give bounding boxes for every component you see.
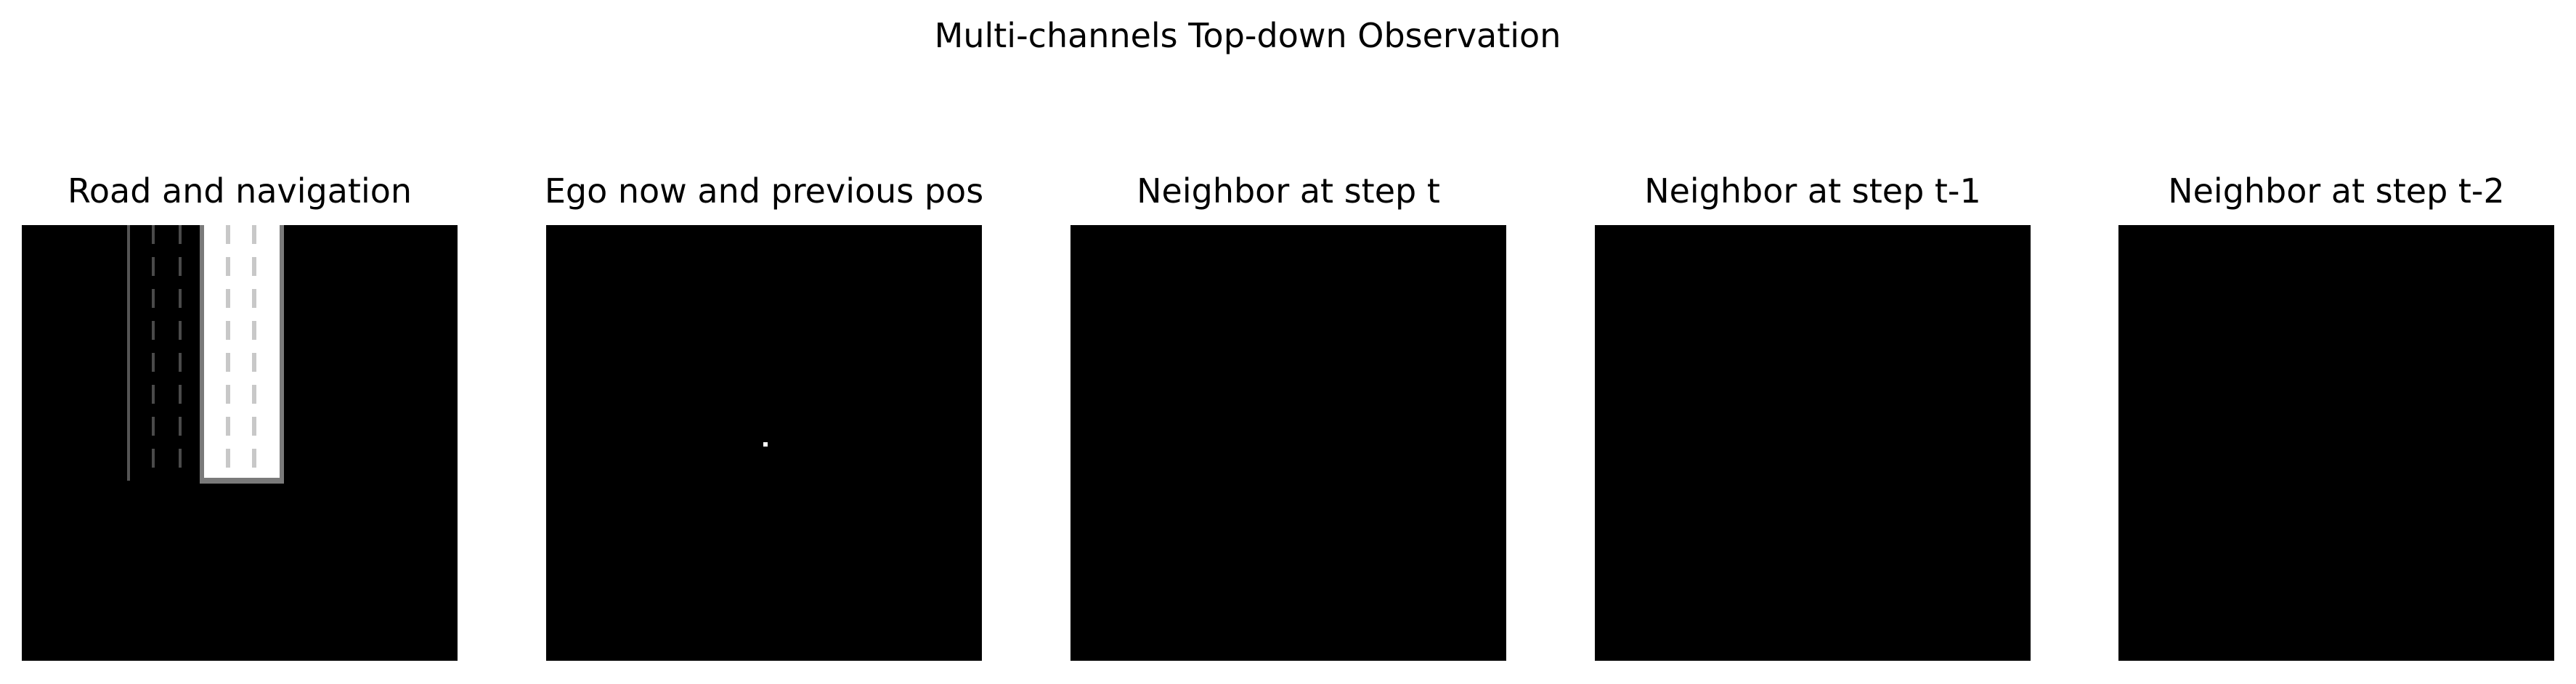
neighbor-step-t-2-channel [2118, 225, 2554, 661]
neighbor-step-t-1-channel [1595, 225, 2031, 661]
road-edge-line [127, 225, 130, 481]
navigation-band [203, 225, 280, 481]
navigation-band-edge [280, 225, 284, 484]
figure-title: Multi-channels Top-down Observation [934, 16, 1561, 55]
navigation-band-edge [200, 225, 204, 484]
panel-title: Neighbor at step t [1137, 171, 1440, 211]
panel-title: Road and navigation [67, 171, 413, 211]
navigation-band-bottom [200, 478, 284, 484]
ego-position-channel [546, 225, 982, 661]
ego-marker [763, 442, 768, 447]
panel-title: Neighbor at step t-1 [1644, 171, 1981, 211]
panel-title: Ego now and previous pos [544, 171, 984, 211]
road-navigation-channel [22, 225, 458, 661]
neighbor-step-t-channel [1070, 225, 1506, 661]
panel-title: Neighbor at step t-2 [2168, 171, 2505, 211]
